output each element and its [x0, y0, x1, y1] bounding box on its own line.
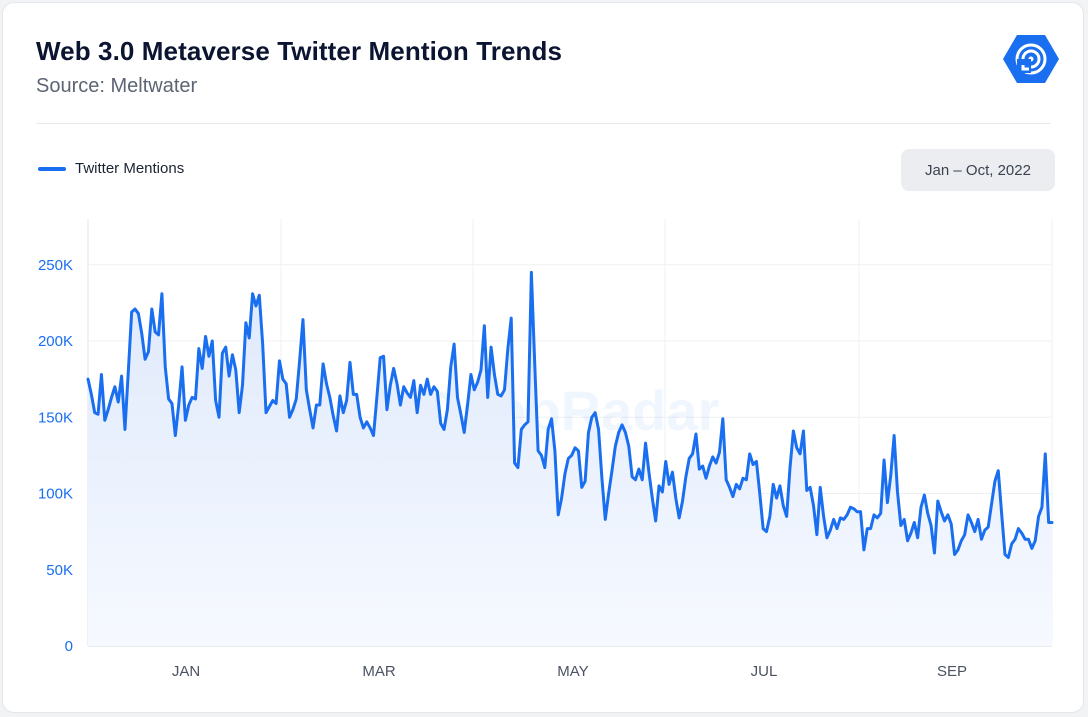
x-tick-label: SEP — [937, 663, 967, 680]
y-tick-label: 0 — [65, 638, 73, 655]
legend-label: Twitter Mentions — [75, 160, 185, 177]
header-divider — [36, 123, 1050, 124]
series-area-twitter-mentions — [88, 272, 1052, 646]
y-tick-label: 200K — [38, 333, 73, 350]
y-tick-label: 250K — [38, 257, 73, 274]
x-tick-label: MAY — [557, 663, 588, 680]
y-tick-label: 150K — [38, 409, 73, 426]
y-tick-label: 50K — [46, 562, 73, 579]
chart-legend[interactable]: Twitter Mentions — [38, 160, 184, 177]
x-tick-label: JUL — [751, 663, 778, 680]
date-range-badge[interactable]: Jan – Oct, 2022 — [901, 149, 1055, 191]
legend-swatch — [38, 166, 66, 171]
chart-title: Web 3.0 Metaverse Twitter Mention Trends — [36, 36, 563, 66]
y-tick-label: 100K — [38, 486, 73, 503]
chart-subtitle: Source: Meltwater — [36, 75, 198, 97]
dappradar-logo-icon — [1003, 33, 1059, 85]
series-line-twitter-mentions[interactable] — [86, 270, 1054, 560]
x-tick-label: JAN — [172, 663, 200, 680]
x-tick-label: MAR — [362, 663, 396, 680]
